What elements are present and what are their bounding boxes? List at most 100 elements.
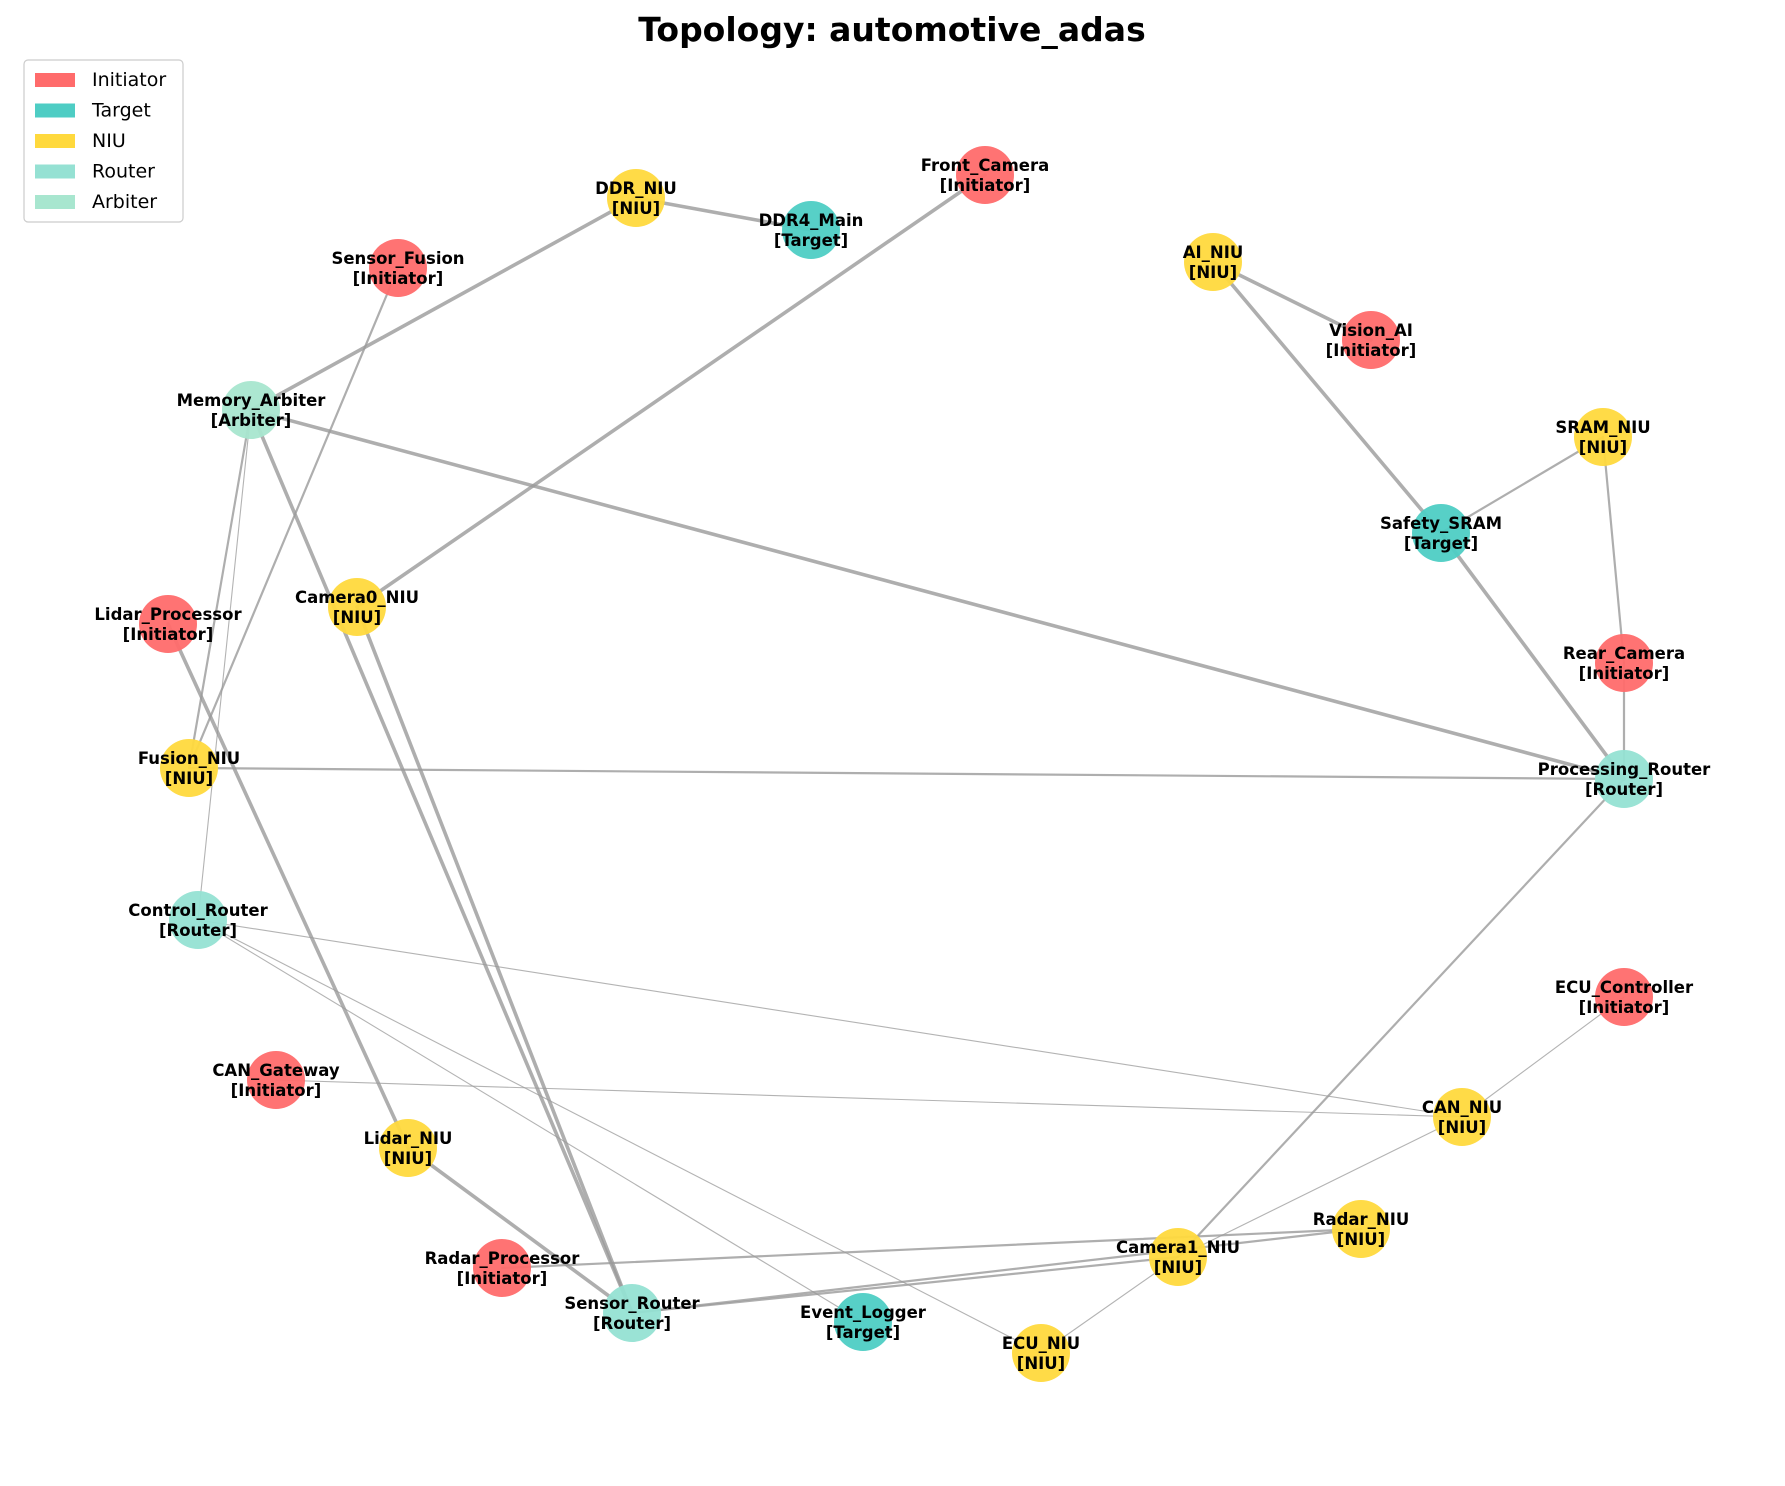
node-name-text: SRAM_NIU: [1555, 418, 1650, 437]
node-label-vision-ai: Vision_AI [Initiator]: [1326, 321, 1417, 360]
edge-sensor_fusion-fusion_niu: [187, 266, 400, 770]
node-name-text: Vision_AI: [1329, 321, 1413, 340]
node-label-camera0-niu: Camera0_NIU [NIU]: [295, 588, 419, 627]
node-label-lidar-niu: Lidar_NIU [NIU]: [364, 1129, 453, 1168]
legend-label-niu: NIU: [92, 130, 126, 152]
node-sensor-router[interactable]: [603, 1284, 661, 1342]
edge-can_gateway-can_niu: [275, 1079, 1463, 1118]
node-ddr-niu[interactable]: [607, 169, 665, 227]
node-can-niu[interactable]: [1433, 1088, 1491, 1146]
node-type-tag: [Target]: [1404, 534, 1478, 553]
node-label-lidar-processor: Lidar_Processor [Initiator]: [94, 605, 242, 644]
edge-sensor_router-camera1_niu: [630, 1255, 1180, 1315]
node-radar-niu[interactable]: [1332, 1200, 1390, 1258]
edge-fusion_niu-processing_router: [187, 766, 1626, 781]
node-label-safety-sram: Safety_SRAM [Target]: [1380, 514, 1502, 553]
node-name-text: Front_Camera: [921, 156, 1049, 175]
legend-frame: [23, 59, 184, 223]
edge-control_router-can_niu: [197, 919, 1463, 1118]
node-type-tag: [NIU]: [1189, 263, 1237, 282]
edge-sram_niu-rear_camera: [1601, 435, 1626, 665]
node-name-text: Sensor_Fusion: [331, 249, 464, 268]
node-label-sram-niu: SRAM_NIU [NIU]: [1555, 418, 1650, 457]
node-name-text: ECU_Controller: [1555, 978, 1694, 997]
node-label-fusion-niu: Fusion_NIU [NIU]: [138, 749, 240, 788]
node-radar-processor[interactable]: [473, 1239, 531, 1297]
node-ecu-niu[interactable]: [1012, 1324, 1070, 1382]
node-label-control-router: Control_Router [Router]: [128, 901, 268, 940]
node-label-ddr4-main: DDR4_Main [Target]: [759, 211, 864, 250]
node-label-radar-processor: Radar_Processor [Initiator]: [425, 1249, 581, 1288]
edge-memory_arbiter-fusion_niu: [187, 408, 253, 770]
node-sram-niu[interactable]: [1574, 408, 1632, 466]
node-type-tag: [Router]: [1585, 780, 1663, 799]
node-name-text: Radar_NIU: [1313, 1210, 1410, 1229]
node-front-camera[interactable]: [956, 146, 1014, 204]
node-name-text: Control_Router: [128, 901, 268, 920]
node-label-ai-niu: AI_NIU [NIU]: [1183, 243, 1244, 282]
node-name-text: Processing_Router: [1538, 760, 1712, 779]
node-layer: DDR_NIU [NIU]DDR4_Main [Target]Front_Camer…: [94, 146, 1711, 1382]
node-name-text: Fusion_NIU: [138, 749, 240, 768]
node-safety-sram[interactable]: [1412, 504, 1470, 562]
node-label-memory-arbiter: Memory_Arbiter [Arbiter]: [177, 391, 327, 430]
node-label-ecu-controller: ECU_Controller [Initiator]: [1555, 978, 1694, 1017]
edge-ddr_niu-ddr4_main: [634, 196, 813, 232]
node-name-text: DDR4_Main: [759, 211, 864, 230]
node-lidar-processor[interactable]: [139, 595, 197, 653]
node-type-tag: [Router]: [593, 1314, 671, 1333]
node-vision-ai[interactable]: [1342, 311, 1400, 369]
edge-ai_niu-vision_ai: [1211, 260, 1373, 342]
node-ddr4-main[interactable]: [782, 201, 840, 259]
node-sensor-fusion[interactable]: [369, 239, 427, 297]
node-event-logger[interactable]: [834, 1293, 892, 1351]
node-label-processing-router: Processing_Router [Router]: [1538, 760, 1712, 799]
node-name-text: DDR_NIU: [595, 179, 677, 198]
node-label-rear-camera: Rear_Camera [Initiator]: [1563, 644, 1685, 683]
node-lidar-niu[interactable]: [379, 1119, 437, 1177]
node-type-tag: [Initiator]: [1579, 998, 1670, 1017]
node-control-router[interactable]: [169, 891, 227, 949]
node-can-gateway[interactable]: [247, 1051, 305, 1109]
node-name-text: Lidar_NIU: [364, 1129, 453, 1148]
legend-label-target: Target: [91, 100, 151, 122]
node-type-tag: [Initiator]: [457, 1269, 548, 1288]
node-processing-router[interactable]: [1595, 750, 1653, 808]
legend-swatch-initiator: [35, 73, 75, 87]
node-ecu-controller[interactable]: [1595, 968, 1653, 1026]
node-type-tag: [Target]: [826, 1323, 900, 1342]
node-label-can-gateway: CAN_Gateway [Initiator]: [212, 1061, 340, 1100]
edge-ecu_controller-can_niu: [1461, 996, 1625, 1118]
node-name-text: Memory_Arbiter: [177, 391, 327, 410]
edge-processing_router-camera1_niu: [1176, 777, 1626, 1259]
node-type-tag: [NIU]: [612, 199, 660, 218]
node-type-tag: [NIU]: [1579, 438, 1627, 457]
node-type-tag: [NIU]: [1337, 1230, 1385, 1249]
edge-radar_processor-radar_niu: [500, 1227, 1363, 1270]
node-label-event-logger: Event_Logger [Target]: [800, 1303, 927, 1342]
node-camera0-niu[interactable]: [328, 578, 386, 636]
node-camera1-niu[interactable]: [1149, 1228, 1207, 1286]
edge-lidar_niu-sensor_router: [406, 1146, 634, 1315]
node-memory-arbiter[interactable]: [222, 381, 280, 439]
edge-ai_niu-safety_sram: [1211, 260, 1443, 535]
diagram-title: Topology: automotive_adas: [638, 10, 1145, 49]
edge-memory_arbiter-sensor_router: [249, 408, 634, 1315]
edge-memory_arbiter-processing_router: [249, 408, 1626, 781]
node-name-text: CAN_NIU: [1422, 1098, 1502, 1117]
legend-swatch-arbiter: [35, 195, 75, 209]
node-label-front-camera: Front_Camera [Initiator]: [921, 156, 1049, 195]
edge-ddr_niu-memory_arbiter: [249, 196, 638, 412]
node-label-sensor-fusion: Sensor_Fusion [Initiator]: [331, 249, 464, 288]
node-name-text: AI_NIU: [1183, 243, 1244, 262]
node-fusion-niu[interactable]: [160, 739, 218, 797]
node-name-text: Event_Logger: [800, 1303, 927, 1322]
node-ai-niu[interactable]: [1184, 233, 1242, 291]
edge-memory_arbiter-control_router: [197, 409, 252, 921]
node-type-tag: [Initiator]: [353, 269, 444, 288]
node-label-sensor-router: Sensor_Router [Router]: [564, 1294, 700, 1333]
node-type-tag: [Arbiter]: [211, 411, 292, 430]
node-rear-camera[interactable]: [1595, 634, 1653, 692]
node-name-text: Safety_SRAM: [1380, 514, 1502, 533]
